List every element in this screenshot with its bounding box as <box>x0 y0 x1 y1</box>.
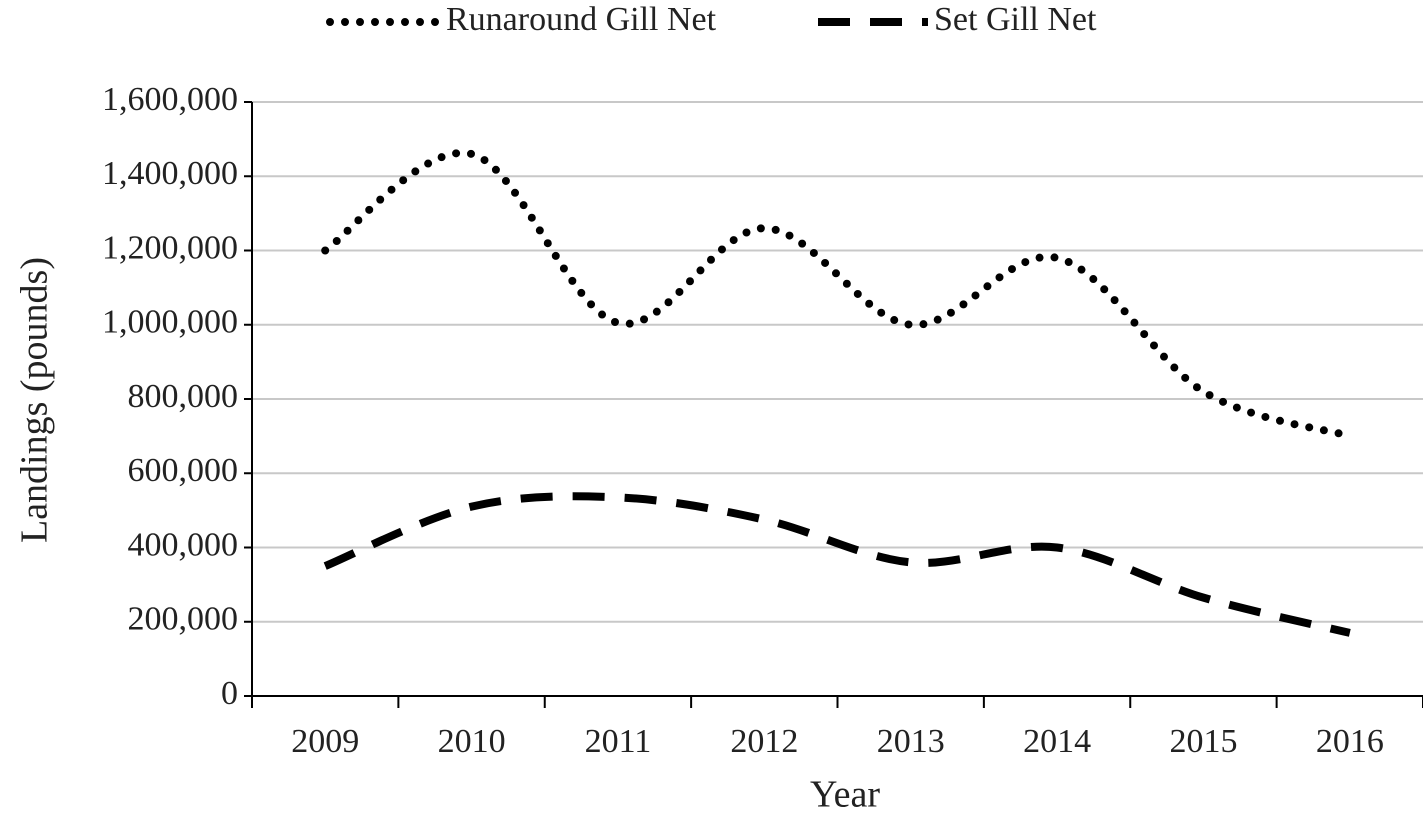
x-tick-label: 2011 <box>585 723 652 760</box>
y-axis-label: Landings (pounds) <box>14 257 56 543</box>
y-tick-label: 0 <box>221 675 238 712</box>
y-tick-label: 1,200,000 <box>102 229 238 266</box>
y-tick-label: 600,000 <box>128 452 239 489</box>
y-tick-label: 200,000 <box>128 601 239 638</box>
x-tick-label: 2016 <box>1316 723 1384 760</box>
x-tick-label: 2009 <box>291 723 359 760</box>
y-tick-label: 800,000 <box>128 378 239 415</box>
legend-label: Runaround Gill Net <box>446 1 717 38</box>
x-tick-label: 2010 <box>438 723 506 760</box>
x-tick-label: 2012 <box>730 723 798 760</box>
y-tick-label: 1,400,000 <box>102 155 238 192</box>
x-tick-label: 2015 <box>1169 723 1237 760</box>
data-line <box>321 148 1354 441</box>
legend-label: Set Gill Net <box>934 1 1097 38</box>
data-line <box>323 492 1351 637</box>
y-tick-label: 1,600,000 <box>102 81 238 118</box>
y-tick-label: 400,000 <box>128 526 239 563</box>
y-tick-label: 1,000,000 <box>102 304 238 341</box>
x-tick-label: 2013 <box>877 723 945 760</box>
x-tick-label: 2014 <box>1023 723 1091 760</box>
x-axis-label: Year <box>810 774 880 816</box>
